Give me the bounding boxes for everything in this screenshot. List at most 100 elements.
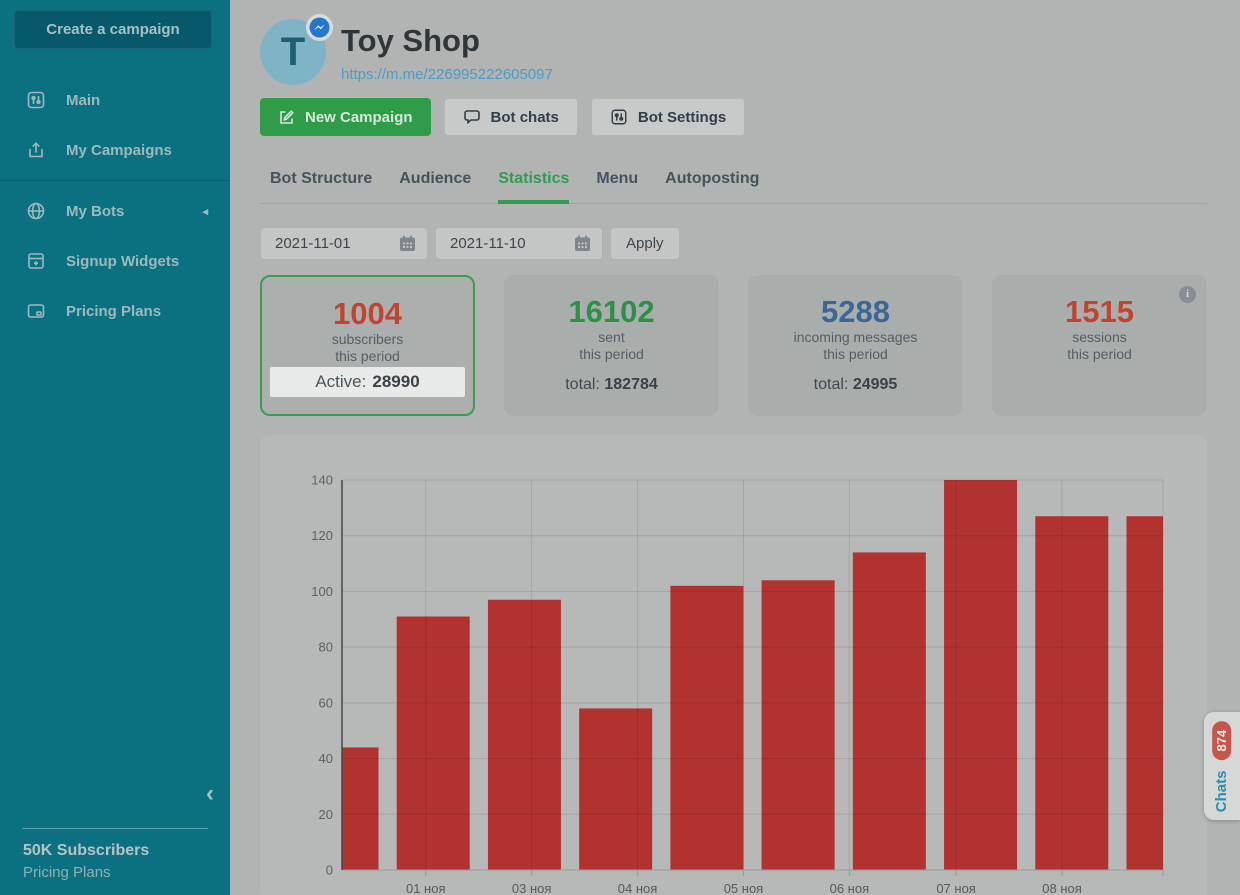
stat-value: 16102 <box>568 294 655 329</box>
tab-statistics[interactable]: Statistics <box>498 160 570 204</box>
sidebar-item-my-campaigns[interactable]: My Campaigns <box>0 125 230 175</box>
sidebar-item-label: Signup Widgets <box>66 252 180 270</box>
sidebar-item-pricing-plans[interactable]: Pricing Plans <box>0 286 230 336</box>
stat-card-sent[interactable]: 16102 sent this period total: 182784 <box>504 275 719 416</box>
stat-value: 1515 <box>1065 294 1134 329</box>
tab-bar: Bot Structure Audience Statistics Menu A… <box>260 160 1207 204</box>
total-label: total: <box>565 376 600 393</box>
sidebar-item-label: My Bots <box>66 202 125 220</box>
bot-settings-button[interactable]: Bot Settings <box>590 98 746 136</box>
tab-bot-structure[interactable]: Bot Structure <box>270 170 373 187</box>
sidebar-item-label: My Campaigns <box>66 141 172 159</box>
active-subscribers-band: Active: 28990 <box>270 367 465 397</box>
svg-text:100: 100 <box>311 584 333 599</box>
date-from-input[interactable]: 2021-11-01 <box>260 227 428 260</box>
total-label: total: <box>813 376 849 393</box>
stat-card-incoming-messages[interactable]: 5288 incoming messages this period total… <box>748 275 963 416</box>
bot-avatar: T <box>260 14 333 85</box>
stat-label: sent <box>598 329 625 345</box>
date-to-value: 2021-11-10 <box>450 235 526 252</box>
footer-divider <box>22 828 208 829</box>
stat-card-subscribers[interactable]: 1004 subscribers this period Active: 289… <box>260 275 475 416</box>
sidebar-item-my-bots[interactable]: My Bots ◂ <box>0 186 230 236</box>
svg-text:06 ноя: 06 ноя <box>830 881 870 895</box>
sidebar-item-signup-widgets[interactable]: Signup Widgets <box>0 236 230 286</box>
tab-autoposting[interactable]: Autoposting <box>665 170 760 187</box>
chats-side-tab[interactable]: Chats 874 <box>1204 712 1240 820</box>
svg-text:20: 20 <box>319 807 333 822</box>
stat-label: incoming messages <box>793 329 918 345</box>
tab-audience[interactable]: Audience <box>399 170 472 187</box>
total-value: 24995 <box>852 376 898 393</box>
edit-pencil-icon <box>280 109 294 124</box>
date-to-input[interactable]: 2021-11-10 <box>435 227 603 260</box>
plan-name: 50K Subscribers <box>23 842 150 859</box>
stat-label: subscribers <box>331 331 404 347</box>
chats-tab-inner: Chats 874 <box>1212 720 1232 812</box>
bot-url-link[interactable]: https://m.me/226995222605097 <box>341 66 553 83</box>
bot-title-block: Toy Shop https://m.me/226995222605097 <box>341 19 553 85</box>
collapse-sidebar-icon[interactable]: ‹ <box>206 780 214 807</box>
svg-text:03 ноя: 03 ноя <box>512 881 552 895</box>
stat-sublabel: this period <box>1067 346 1132 362</box>
bot-chats-label: Bot chats <box>490 108 559 126</box>
stat-value: 5288 <box>821 294 890 329</box>
sidebar-item-label: Main <box>66 91 101 109</box>
svg-text:80: 80 <box>319 640 333 655</box>
main-content: T Toy Shop https://m.me/226995222605097 … <box>230 0 1240 895</box>
sidebar-footer: ‹ 50K Subscribers Pricing Plans <box>0 782 230 881</box>
create-campaign-button[interactable]: Create a campaign <box>14 10 212 49</box>
sidebar-nav: Main My Campaigns My Bots ◂ <box>0 75 230 336</box>
calendar-icon[interactable] <box>398 234 417 253</box>
svg-text:01 ноя: 01 ноя <box>406 881 446 895</box>
stat-sublabel: this period <box>579 346 644 362</box>
bot-chats-button[interactable]: Bot chats <box>443 98 578 136</box>
campaign-upload-icon <box>29 142 43 158</box>
sidebar-divider <box>0 180 230 181</box>
chats-unread-badge: 874 <box>1212 720 1232 761</box>
svg-text:04 ноя: 04 ноя <box>618 881 658 895</box>
subscribers-bar-chart: 0 20 40 60 80 100 120 140 01 ноя 03 ноя 04 ноя 05 н… <box>260 435 1207 895</box>
pricing-plans-link[interactable]: Pricing Plans <box>23 864 111 881</box>
new-campaign-button[interactable]: New Campaign <box>260 98 431 136</box>
stat-card-sessions[interactable]: i 1515 sessions this period <box>992 275 1207 416</box>
submenu-arrow-icon: ◂ <box>202 205 208 218</box>
bot-header: T Toy Shop https://m.me/226995222605097 <box>260 14 1207 85</box>
active-value: 28990 <box>372 372 420 391</box>
stat-cards-row: 1004 subscribers this period Active: 289… <box>260 275 1207 416</box>
globe-icon <box>27 202 45 220</box>
stat-label: sessions <box>1072 329 1127 345</box>
svg-text:07 ноя: 07 ноя <box>936 881 976 895</box>
chats-tab-label: Chats <box>1213 770 1231 812</box>
info-icon[interactable]: i <box>1179 286 1196 303</box>
stat-sublabel: this period <box>823 346 888 362</box>
settings-sliders-icon <box>611 109 627 125</box>
svg-text:08 ноя: 08 ноя <box>1042 881 1082 895</box>
sidebar: Create a campaign Main My Campaigns <box>0 0 230 895</box>
sliders-icon <box>27 91 45 109</box>
bot-settings-label: Bot Settings <box>637 108 727 126</box>
date-from-value: 2021-11-01 <box>275 235 351 252</box>
active-label: Active: <box>315 372 367 391</box>
date-filter-row: 2021-11-01 2021-11-10 <box>260 227 1207 260</box>
svg-text:120: 120 <box>311 528 333 543</box>
tab-menu[interactable]: Menu <box>596 170 639 187</box>
apply-button[interactable]: Apply <box>610 227 680 260</box>
sidebar-item-main[interactable]: Main <box>0 75 230 125</box>
calendar-icon[interactable] <box>573 234 592 253</box>
stat-sublabel: this period <box>335 348 400 364</box>
svg-text:0: 0 <box>326 863 333 878</box>
svg-text:140: 140 <box>311 473 333 488</box>
sidebar-item-label: Pricing Plans <box>66 302 162 320</box>
new-campaign-label: New Campaign <box>305 108 413 126</box>
chat-bubble-icon <box>463 110 480 125</box>
action-buttons: New Campaign Bot chats Bot Settings <box>260 98 1207 136</box>
page-title: Toy Shop <box>341 23 480 58</box>
bar-chart-canvas: 0 20 40 60 80 100 120 140 01 ноя 03 ноя 04 ноя 05 н… <box>311 473 1164 895</box>
widget-icon <box>28 253 44 269</box>
svg-text:05 ноя: 05 ноя <box>724 881 764 895</box>
pricing-card-icon <box>27 304 45 318</box>
svg-text:60: 60 <box>319 695 333 710</box>
stat-total: total: 24995 <box>748 376 963 394</box>
svg-text:40: 40 <box>319 751 333 766</box>
